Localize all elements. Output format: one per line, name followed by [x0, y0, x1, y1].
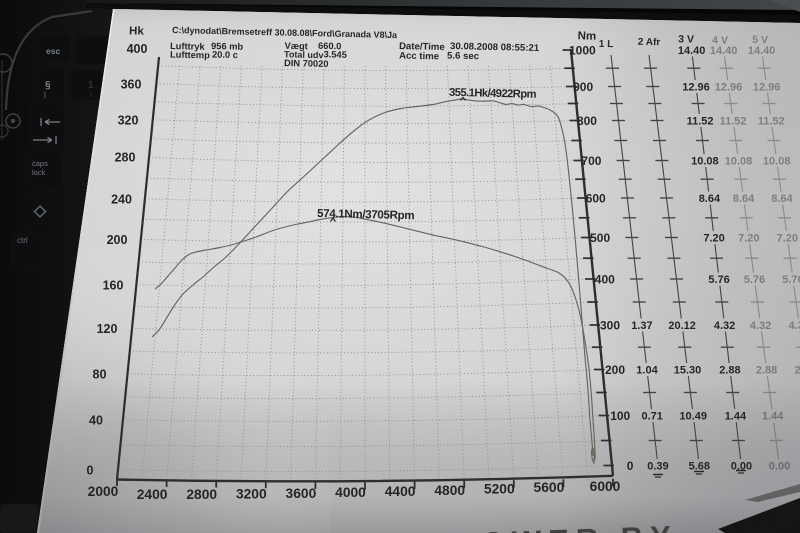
svg-text:ctrl: ctrl [17, 236, 28, 245]
svg-text:esc: esc [46, 46, 60, 56]
svg-text:lock: lock [32, 168, 46, 177]
svg-text:|: | [44, 92, 46, 99]
svg-text:caps: caps [32, 159, 48, 168]
svg-text:§: § [45, 80, 51, 91]
svg-text:!: ! [90, 92, 92, 99]
svg-text:1: 1 [88, 80, 94, 91]
